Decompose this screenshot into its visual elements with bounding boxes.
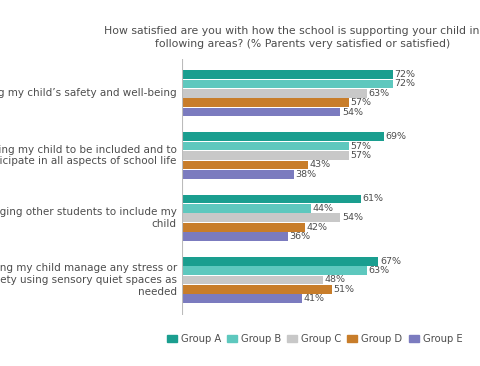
Text: 44%: 44% xyxy=(312,204,334,213)
Bar xyxy=(182,108,340,116)
Text: 42%: 42% xyxy=(307,223,328,232)
Text: 72%: 72% xyxy=(395,79,416,89)
Text: 63%: 63% xyxy=(368,89,389,98)
Bar xyxy=(182,232,288,241)
Text: 69%: 69% xyxy=(386,132,407,141)
Bar xyxy=(182,80,393,88)
Bar xyxy=(182,195,361,203)
Bar xyxy=(182,213,340,222)
Bar xyxy=(182,161,308,169)
Bar xyxy=(182,98,349,107)
Text: 57%: 57% xyxy=(351,98,372,107)
Text: 54%: 54% xyxy=(342,108,363,117)
Text: 72%: 72% xyxy=(395,70,416,79)
Bar xyxy=(182,257,379,265)
Bar xyxy=(182,285,332,294)
Bar xyxy=(182,89,367,98)
Text: 36%: 36% xyxy=(289,232,311,241)
Text: 61%: 61% xyxy=(362,194,384,203)
Bar xyxy=(182,266,367,275)
Bar xyxy=(182,170,294,179)
Bar xyxy=(182,204,311,213)
Bar xyxy=(182,276,323,284)
Text: 57%: 57% xyxy=(351,151,372,160)
Bar xyxy=(182,151,349,160)
Text: 54%: 54% xyxy=(342,213,363,222)
Bar xyxy=(182,294,302,303)
Text: 51%: 51% xyxy=(333,285,354,294)
Title: How satisfied are you with how the school is supporting your child in the
follow: How satisfied are you with how the schoo… xyxy=(104,26,480,49)
Text: 67%: 67% xyxy=(380,257,401,266)
Text: 63%: 63% xyxy=(368,266,389,275)
Legend: Group A, Group B, Group C, Group D, Group E: Group A, Group B, Group C, Group D, Grou… xyxy=(163,330,466,348)
Text: 48%: 48% xyxy=(324,276,345,284)
Bar xyxy=(182,70,393,79)
Bar xyxy=(182,223,305,232)
Text: 41%: 41% xyxy=(304,294,325,303)
Bar xyxy=(182,142,349,150)
Text: 43%: 43% xyxy=(310,160,331,169)
Text: 38%: 38% xyxy=(295,170,316,179)
Text: 57%: 57% xyxy=(351,142,372,151)
Bar xyxy=(182,132,384,141)
